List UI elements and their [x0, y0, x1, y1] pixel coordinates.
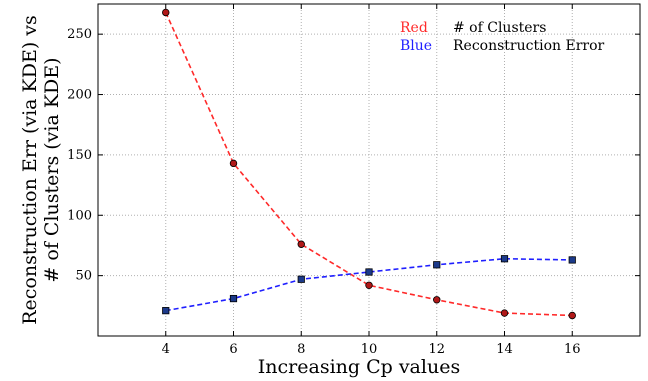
y-tick-label: 200 — [67, 88, 92, 103]
data-point — [162, 8, 170, 17]
data-point — [365, 268, 373, 276]
x-tick-label: 10 — [361, 342, 378, 357]
y-tick-label: 50 — [75, 269, 92, 284]
y-tick-label: 150 — [67, 148, 92, 163]
series-1 — [162, 255, 576, 315]
data-point — [568, 256, 576, 264]
y-axis-label-line-1: Reconstruction Err (via KDE) vs — [19, 15, 41, 325]
data-point — [229, 294, 238, 303]
x-tick-label: 14 — [496, 342, 513, 357]
data-point — [433, 296, 441, 304]
data-point — [433, 261, 441, 269]
legend-label-clusters: # of Clusters — [453, 20, 546, 36]
x-axis-label: Increasing Cp values — [258, 356, 460, 378]
x-tick-label: 4 — [162, 342, 170, 357]
legend-label-reconstruction-error: Reconstruction Error — [453, 38, 605, 54]
data-point — [297, 275, 305, 283]
x-tick-label: 6 — [229, 342, 237, 357]
data-point — [365, 281, 373, 289]
x-tick-label: 8 — [297, 342, 305, 357]
data-point — [229, 159, 238, 168]
x-tick-label: 12 — [428, 342, 445, 357]
data-point — [500, 255, 509, 263]
data-point — [568, 311, 576, 320]
ticks: 4 6 8 10 12 14 16 50 100 150 200 250 — [67, 4, 640, 357]
y-tick-label: 100 — [67, 208, 92, 223]
data-point — [500, 309, 509, 317]
x-tick-label: 16 — [564, 342, 581, 357]
y-tick-label: 250 — [67, 27, 92, 42]
legend-color-word-blue: Blue — [400, 38, 432, 54]
legend-color-word-red: Red — [400, 20, 428, 36]
series-layer — [162, 8, 576, 320]
y-axis-label-line-2: # of Clusters (via KDE) — [41, 57, 63, 282]
data-point — [162, 307, 170, 315]
legend: Red # of Clusters Blue Reconstruction Er… — [400, 20, 605, 54]
series-0 — [162, 8, 576, 320]
data-point — [297, 240, 305, 248]
